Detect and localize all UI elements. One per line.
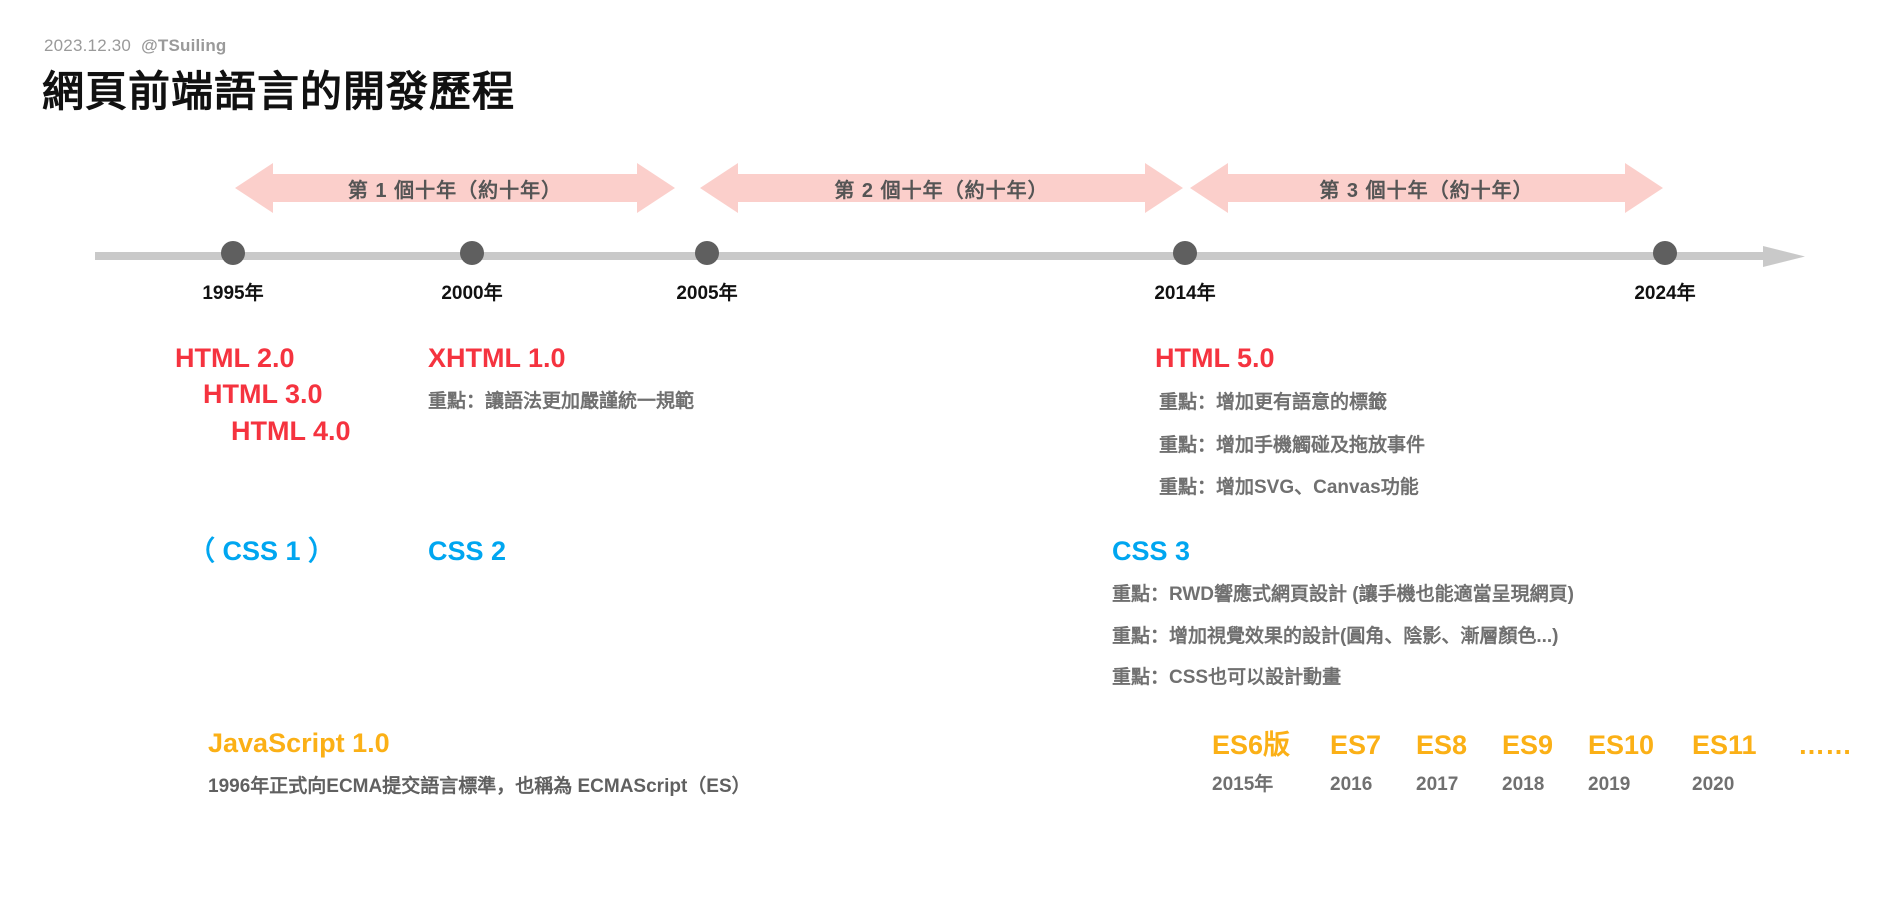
- xhtml-title: XHTML 1.0: [428, 343, 566, 373]
- es-version-4: ES9: [1502, 730, 1554, 760]
- html-3-label: HTML 3.0: [203, 379, 323, 410]
- page-title: 網頁前端語言的開發歷程: [42, 68, 516, 115]
- axis-year-label-2014: 2014年: [1154, 283, 1216, 304]
- javascript-title: JavaScript 1.0: [208, 728, 390, 758]
- html-2-label: HTML 2.0: [175, 343, 295, 373]
- axis-year-label-2000: 2000年: [441, 283, 503, 304]
- decade-band-1-label: 第 1 個十年（約十年）: [347, 179, 563, 202]
- es-version-2: ES7: [1330, 730, 1382, 760]
- decade-band-2-label: 第 2 個十年（約十年）: [834, 179, 1049, 202]
- css3-note-1: 重點：RWD響應式網頁設計 (讓手機也能適當呈現網頁): [1112, 584, 1574, 606]
- axis-arrow-icon: [1763, 246, 1805, 267]
- css1-title: （ CSS 1 ）: [188, 536, 336, 566]
- es-year-6: 2020: [1692, 774, 1735, 795]
- entry-css3: CSS 3 重點：RWD響應式網頁設計 (讓手機也能適當呈現網頁) 重點：增加視…: [1112, 533, 1574, 693]
- html-4-label: HTML 4.0: [231, 415, 351, 446]
- es-year-1: 2015年: [1212, 774, 1274, 795]
- es-year-list: 2015年 2016 2017 2018 2019 2020: [1212, 769, 1852, 796]
- axis-dot-2000: [460, 241, 484, 265]
- es-version-5: ES10: [1588, 730, 1655, 760]
- decade-band-arrow-icon: [1190, 163, 1663, 213]
- entry-html5: HTML 5.0 重點：增加更有語意的標籤 重點：增加手機觸碰及拖放事件 重點：…: [1155, 340, 1425, 503]
- axis-dot-1995: [221, 241, 245, 265]
- javascript-note-1: 1996年正式向ECMA提交語言標準，也稱為 ECMAScript（ES）: [208, 776, 751, 798]
- entry-javascript: JavaScript 1.0 1996年正式向ECMA提交語言標準，也稱為 EC…: [208, 725, 751, 803]
- header-author-handle: @TSuiling: [141, 36, 227, 55]
- entry-html-early: HTML 2.0 HTML 3.0 HTML 4.0: [175, 340, 351, 449]
- es-year-3: 2017: [1416, 774, 1459, 795]
- axis-dot-2005: [695, 241, 719, 265]
- html5-title: HTML 5.0: [1155, 343, 1275, 373]
- header-meta: 2023.12.30 @TSuiling: [44, 36, 227, 56]
- es-version-list: ES6版 ES7 ES8 ES9 ES10 ES11 ……: [1212, 723, 1852, 762]
- css3-title: CSS 3: [1112, 536, 1191, 566]
- es-year-5: 2019: [1588, 774, 1631, 795]
- decade-band-1: 第 1 個十年（約十年）: [235, 163, 675, 213]
- axis-dot-2024: [1653, 241, 1677, 265]
- entry-xhtml: XHTML 1.0 重點：讓語法更加嚴謹統一規範: [428, 340, 694, 418]
- decade-band-arrow-icon: [700, 163, 1183, 213]
- entry-css2: CSS 2: [428, 533, 506, 569]
- es-year-2: 2016: [1330, 774, 1373, 795]
- axis-year-label-2005: 2005年: [676, 283, 738, 304]
- decade-band-2: 第 2 個十年（約十年）: [700, 163, 1183, 213]
- css3-note-3: 重點：CSS也可以設計動畫: [1112, 667, 1342, 689]
- html5-note-2: 重點：增加手機觸碰及拖放事件: [1159, 434, 1426, 456]
- es-version-7: ……: [1798, 730, 1852, 760]
- es-version-6: ES11: [1692, 730, 1757, 760]
- es-version-1: ES6版: [1212, 730, 1291, 760]
- axis-year-label-2024: 2024年: [1634, 283, 1696, 304]
- axis-dot-2014: [1173, 241, 1197, 265]
- xhtml-note-1: 重點：讓語法更加嚴謹統一規範: [428, 391, 695, 413]
- html5-note-3: 重點：增加SVG、Canvas功能: [1159, 477, 1419, 499]
- html5-note-1: 重點：增加更有語意的標籤: [1159, 392, 1388, 414]
- entry-css1: （ CSS 1 ）: [188, 533, 335, 569]
- header-date: 2023.12.30: [44, 36, 132, 55]
- timeline-axis: [95, 246, 1805, 267]
- css3-note-2: 重點：增加視覺效果的設計(圓角、陰影、漸層顏色...): [1112, 625, 1559, 647]
- es-version-3: ES8: [1416, 730, 1468, 760]
- axis-year-label-1995: 1995年: [202, 283, 264, 304]
- decade-band-3-label: 第 3 個十年（約十年）: [1319, 179, 1534, 202]
- css2-title: CSS 2: [428, 536, 507, 566]
- es-year-4: 2018: [1502, 774, 1545, 795]
- decade-band-arrow-icon: [235, 163, 675, 213]
- decade-band-3: 第 3 個十年（約十年）: [1190, 163, 1663, 213]
- entry-es-versions: ES6版 ES7 ES8 ES9 ES10 ES11…… 2015年 2016 2017 201…: [1212, 723, 1852, 796]
